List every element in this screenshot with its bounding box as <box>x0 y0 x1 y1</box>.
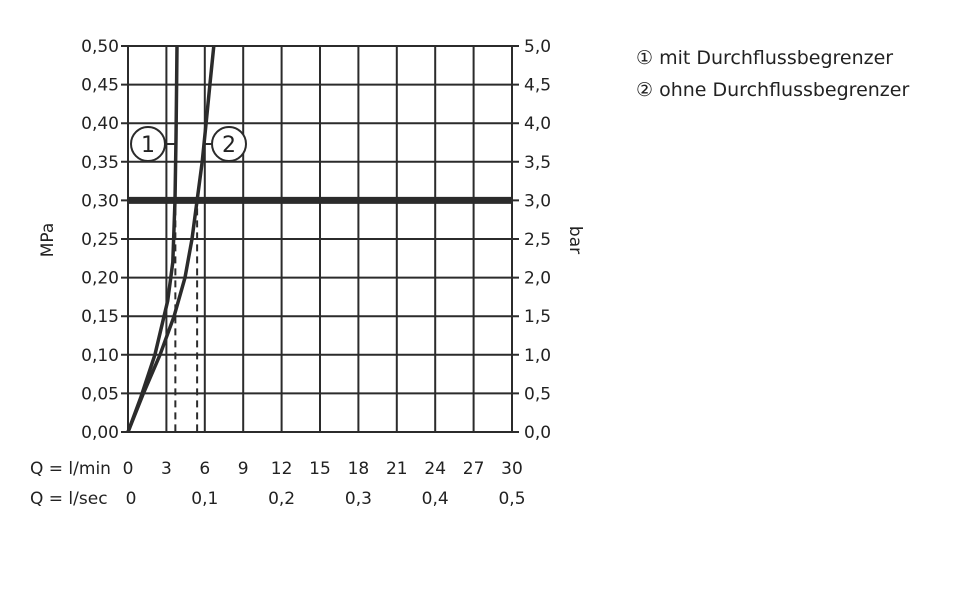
x-tick-label: 21 <box>386 459 408 479</box>
y-tick-label-right: 0,0 <box>524 423 551 443</box>
y-tick-label-right: 1,5 <box>524 307 551 327</box>
x2-tick-label: 0,3 <box>345 489 372 509</box>
y-tick-label-right: 4,0 <box>524 114 551 134</box>
y-tick-label-left: 0,30 <box>81 191 119 211</box>
x-tick-label: 27 <box>463 459 485 479</box>
y-tick-label-left: 0,10 <box>81 346 119 366</box>
y-tick-label-right: 3,5 <box>524 153 551 173</box>
y-tick-label-right: 2,0 <box>524 269 551 289</box>
x-axis-label-lmin: Q = l/min <box>30 459 111 479</box>
x-tick-label: 15 <box>309 459 331 479</box>
y-tick-label-left: 0,45 <box>81 76 119 96</box>
x-tick-label: 6 <box>199 459 210 479</box>
legend-item-2: ② ohne Durchflussbegrenzer <box>636 79 910 101</box>
x2-tick-label: 0,1 <box>191 489 218 509</box>
y-tick-label-left: 0,25 <box>81 230 119 250</box>
series-marker-label-1: 1 <box>141 133 155 158</box>
x2-tick-label: 0,2 <box>268 489 295 509</box>
x-tick-label: 18 <box>348 459 370 479</box>
y-tick-label-left: 0,15 <box>81 307 119 327</box>
x2-tick-label: 0 <box>126 489 137 509</box>
x-tick-label: 30 <box>501 459 523 479</box>
x-tick-label: 9 <box>238 459 249 479</box>
x-tick-label: 12 <box>271 459 293 479</box>
series-marker-circle-1 <box>130 126 166 162</box>
y-tick-label-right: 0,5 <box>524 384 551 404</box>
series-line-1 <box>126 45 179 433</box>
y-tick-label-right: 1,0 <box>524 346 551 366</box>
y-tick-label-left: 0,35 <box>81 153 119 173</box>
y-tick-label-left: 0,00 <box>81 423 119 443</box>
y-tick-label-right: 3,0 <box>524 191 551 211</box>
series-marker-label-2: 2 <box>222 133 236 158</box>
series-marker-circle-2 <box>211 126 247 162</box>
x-tick-label: 0 <box>123 459 134 479</box>
y-tick-label-left: 0,50 <box>81 37 119 57</box>
x-tick-label: 3 <box>161 459 172 479</box>
x-tick-label: 24 <box>424 459 446 479</box>
x-axis-label-lsec: Q = l/sec <box>30 489 108 509</box>
y-tick-label-left: 0,05 <box>81 384 119 404</box>
y-tick-label-left: 0,40 <box>81 114 119 134</box>
legend: ① mit Durchflussbegrenzer ② ohne Durchfl… <box>636 42 909 106</box>
x2-tick-label: 0,4 <box>422 489 449 509</box>
y-tick-label-right: 2,5 <box>524 230 551 250</box>
y-tick-label-right: 5,0 <box>524 37 551 57</box>
legend-item-1: ① mit Durchflussbegrenzer <box>636 47 894 69</box>
series-line-2 <box>126 45 216 433</box>
y-tick-label-left: 0,20 <box>81 269 119 289</box>
y-axis-label-left: MPa <box>38 223 58 258</box>
y-tick-label-right: 4,5 <box>524 76 551 96</box>
y-axis-label-right: bar <box>565 226 585 254</box>
x2-tick-label: 0,5 <box>498 489 525 509</box>
